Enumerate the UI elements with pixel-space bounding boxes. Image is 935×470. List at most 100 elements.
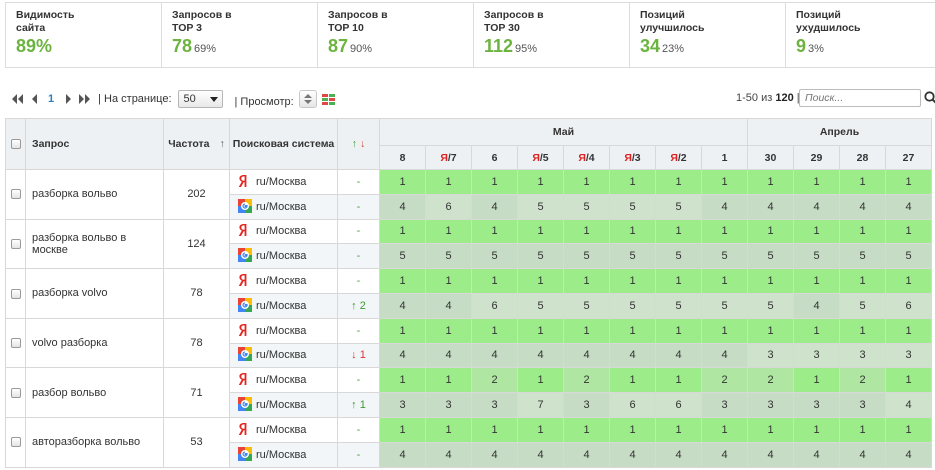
position-cell[interactable]: 4	[517, 342, 564, 369]
position-cell[interactable]: 1	[563, 268, 610, 294]
position-cell[interactable]: 4	[563, 342, 610, 369]
position-cell[interactable]: 4	[379, 292, 426, 319]
position-cell[interactable]: 1	[471, 218, 518, 245]
position-cell[interactable]: 1	[425, 268, 472, 294]
position-cell[interactable]: 4	[885, 392, 932, 418]
position-cell[interactable]: 5	[655, 243, 702, 270]
position-cell[interactable]: 1	[885, 268, 932, 294]
position-cell[interactable]: 1	[471, 416, 518, 443]
row-checkbox[interactable]	[10, 437, 21, 448]
first-page-icon[interactable]	[10, 91, 26, 107]
position-cell[interactable]: 3	[839, 392, 886, 418]
position-cell[interactable]: 1	[885, 416, 932, 443]
position-cell[interactable]: 5	[747, 243, 794, 270]
position-cell[interactable]: 3	[839, 342, 886, 369]
position-cell[interactable]: 4	[793, 292, 840, 319]
position-cell[interactable]: 4	[701, 441, 748, 468]
position-cell[interactable]: 4	[655, 441, 702, 468]
position-cell[interactable]: 2	[701, 367, 748, 394]
position-cell[interactable]: 1	[839, 416, 886, 443]
col-frequency[interactable]: Частота ↑	[163, 118, 230, 170]
position-cell[interactable]: 1	[793, 367, 840, 394]
day-header[interactable]: 29	[793, 145, 840, 170]
position-cell[interactable]: 1	[563, 218, 610, 245]
position-cell[interactable]: 5	[609, 243, 656, 270]
position-cell[interactable]: 5	[517, 243, 564, 270]
position-cell[interactable]: 4	[563, 441, 610, 468]
position-cell[interactable]: 5	[517, 292, 564, 319]
position-cell[interactable]: 5	[425, 243, 472, 270]
row-checkbox[interactable]	[10, 338, 21, 349]
position-cell[interactable]: 4	[379, 193, 426, 220]
position-cell[interactable]: 1	[701, 169, 748, 195]
position-cell[interactable]: 4	[425, 342, 472, 369]
day-header[interactable]: 6	[471, 145, 518, 170]
position-cell[interactable]: 3	[885, 342, 932, 369]
day-header[interactable]: 1	[701, 145, 748, 170]
position-cell[interactable]: 5	[471, 243, 518, 270]
position-cell[interactable]: 6	[471, 292, 518, 319]
last-page-icon[interactable]	[76, 91, 92, 107]
position-cell[interactable]: 5	[563, 243, 610, 270]
row-checkbox[interactable]	[10, 387, 21, 398]
view-toggle-button[interactable]	[298, 90, 317, 108]
position-cell[interactable]: 4	[701, 193, 748, 220]
day-header[interactable]: 8	[379, 145, 426, 170]
position-cell[interactable]: 1	[747, 416, 794, 443]
select-all-checkbox[interactable]	[10, 139, 21, 150]
position-cell[interactable]: 4	[379, 342, 426, 369]
position-cell[interactable]: 4	[609, 342, 656, 369]
day-header[interactable]: Я/2	[655, 145, 702, 170]
position-cell[interactable]: 4	[839, 441, 886, 468]
position-cell[interactable]: 5	[609, 193, 656, 220]
day-header[interactable]: 27	[885, 145, 932, 170]
position-cell[interactable]: 1	[655, 169, 702, 195]
position-cell[interactable]: 1	[379, 317, 426, 344]
position-cell[interactable]: 4	[425, 441, 472, 468]
position-cell[interactable]: 5	[655, 292, 702, 319]
position-cell[interactable]: 4	[379, 441, 426, 468]
position-cell[interactable]: 1	[793, 169, 840, 195]
position-cell[interactable]: 1	[839, 317, 886, 344]
position-cell[interactable]: 3	[471, 392, 518, 418]
position-cell[interactable]: 1	[885, 169, 932, 195]
position-cell[interactable]: 1	[379, 367, 426, 394]
position-cell[interactable]: 1	[701, 416, 748, 443]
position-cell[interactable]: 4	[471, 441, 518, 468]
col-change[interactable]: ↑ ↓	[337, 118, 380, 170]
position-cell[interactable]: 1	[609, 317, 656, 344]
position-cell[interactable]: 4	[747, 441, 794, 468]
position-cell[interactable]: 5	[563, 193, 610, 220]
day-header[interactable]: Я/7	[425, 145, 472, 170]
search-input[interactable]	[799, 89, 921, 107]
position-cell[interactable]: 7	[517, 392, 564, 418]
position-cell[interactable]: 3	[747, 392, 794, 418]
position-cell[interactable]: 3	[793, 342, 840, 369]
position-cell[interactable]: 4	[793, 441, 840, 468]
grid-view-icon[interactable]	[321, 91, 337, 107]
position-cell[interactable]: 2	[747, 367, 794, 394]
position-cell[interactable]: 5	[563, 292, 610, 319]
position-cell[interactable]: 1	[425, 416, 472, 443]
position-cell[interactable]: 4	[471, 342, 518, 369]
position-cell[interactable]: 3	[793, 392, 840, 418]
position-cell[interactable]: 4	[701, 342, 748, 369]
position-cell[interactable]: 1	[839, 268, 886, 294]
position-cell[interactable]: 5	[701, 243, 748, 270]
position-cell[interactable]: 1	[885, 317, 932, 344]
position-cell[interactable]: 5	[655, 193, 702, 220]
day-header[interactable]: 28	[839, 145, 886, 170]
position-cell[interactable]: 4	[517, 441, 564, 468]
position-cell[interactable]: 1	[793, 268, 840, 294]
position-cell[interactable]: 5	[747, 292, 794, 319]
row-checkbox[interactable]	[10, 288, 21, 299]
position-cell[interactable]: 1	[609, 268, 656, 294]
position-cell[interactable]: 5	[839, 243, 886, 270]
position-cell[interactable]: 1	[655, 218, 702, 245]
position-cell[interactable]: 1	[655, 317, 702, 344]
position-cell[interactable]: 1	[747, 169, 794, 195]
position-cell[interactable]: 2	[563, 367, 610, 394]
position-cell[interactable]: 1	[655, 367, 702, 394]
position-cell[interactable]: 4	[471, 193, 518, 220]
position-cell[interactable]: 1	[701, 218, 748, 245]
